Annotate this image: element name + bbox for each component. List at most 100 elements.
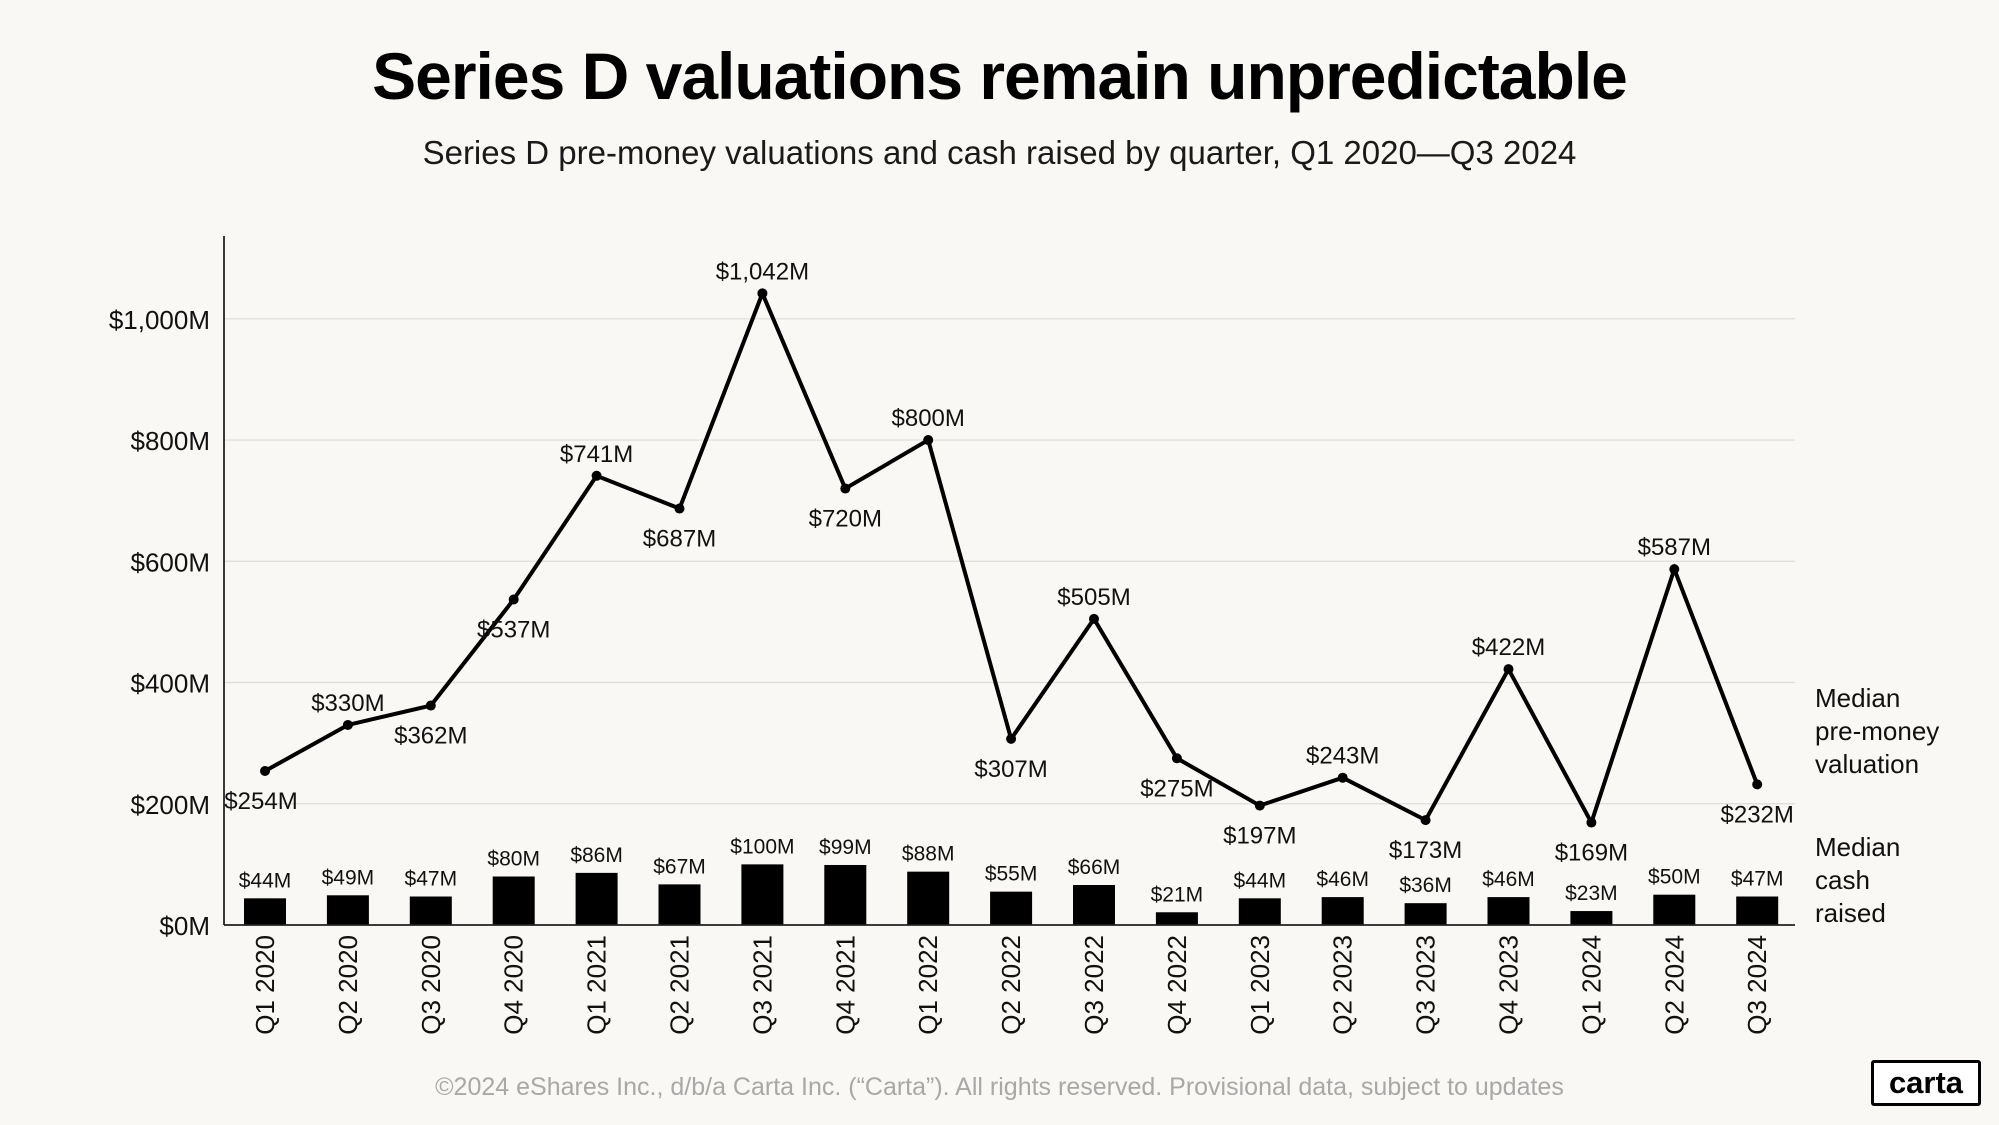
x-tick-label: Q4 2022 xyxy=(1162,935,1192,1035)
bar-data-label: $55M xyxy=(985,863,1038,886)
bar-data-label: $100M xyxy=(730,835,794,858)
cash-raised-bar xyxy=(1321,897,1364,925)
valuation-data-label: $243M xyxy=(1306,743,1379,770)
valuation-point xyxy=(1420,815,1431,826)
x-tick-label: Q3 2023 xyxy=(1411,935,1441,1035)
bar-data-label: $44M xyxy=(239,869,292,892)
x-tick-label: Q3 2022 xyxy=(1079,935,1109,1035)
y-tick-label: $0M xyxy=(159,911,210,941)
bar-data-label: $88M xyxy=(902,843,955,866)
chart-title: Series D valuations remain unpredictable xyxy=(372,39,1628,113)
y-tick-label: $600M xyxy=(131,547,211,577)
valuation-point xyxy=(260,766,270,777)
cash-raised-bar xyxy=(244,898,286,925)
bar-data-label: $36M xyxy=(1399,874,1452,897)
valuation-point xyxy=(425,700,436,711)
bar-data-label: $23M xyxy=(1565,882,1618,905)
valuation-point xyxy=(1171,753,1182,764)
cash-raised-bar xyxy=(1073,884,1115,925)
y-axis-ticks: $0M $200M $400M $600M $800M $1,000M xyxy=(109,305,210,941)
valuation-data-label: $687M xyxy=(643,526,716,553)
cash-raised-bar xyxy=(492,876,535,925)
y-tick-label: $400M xyxy=(131,669,211,699)
valuation-data-label: $587M xyxy=(1638,534,1711,561)
valuation-data-label: $254M xyxy=(224,788,297,815)
cash-raised-bar xyxy=(575,872,618,925)
x-tick-label: Q1 2020 xyxy=(250,935,280,1035)
valuation-point xyxy=(840,483,851,494)
valuation-point xyxy=(1752,779,1763,790)
y-tick-label: $1,000M xyxy=(109,305,210,335)
valuation-data-label: $275M xyxy=(1140,775,1213,802)
cash-raised-bars: $44M $49M $47M $80M $86M $67M $100M $99M $88M $55… xyxy=(239,835,1784,925)
x-tick-label: Q1 2023 xyxy=(1245,935,1275,1035)
cash-raised-bar xyxy=(907,871,950,925)
valuation-point xyxy=(1337,772,1348,783)
bar-data-label: $80M xyxy=(487,848,540,871)
valuation-point xyxy=(1254,800,1265,811)
valuation-data-label: $197M xyxy=(1223,823,1296,850)
valuation-data-label: $422M xyxy=(1472,634,1545,661)
x-tick-label: Q1 2022 xyxy=(913,935,943,1035)
cash-raised-bar xyxy=(741,864,784,925)
x-tick-label: Q2 2024 xyxy=(1659,935,1689,1035)
valuation-data-label: $307M xyxy=(974,756,1047,783)
x-tick-label: Q2 2020 xyxy=(333,935,363,1035)
cash-raised-bar xyxy=(326,895,369,925)
valuation-data-label: $330M xyxy=(311,690,384,717)
y-tick-label: $200M xyxy=(131,790,211,820)
bar-data-label: $47M xyxy=(1731,868,1784,891)
cash-raised-bar xyxy=(824,864,867,925)
y-tick-label: $800M xyxy=(131,426,211,456)
cash-raised-bar xyxy=(1487,897,1530,925)
valuation-point xyxy=(923,435,934,446)
cash-raised-bar xyxy=(990,891,1033,925)
bar-data-label: $46M xyxy=(1316,868,1369,891)
x-tick-label: Q3 2024 xyxy=(1742,935,1772,1035)
valuation-point xyxy=(342,719,353,730)
legend-cash-text: Median xyxy=(1815,832,1900,862)
x-tick-label: Q3 2021 xyxy=(747,935,777,1035)
bar-data-label: $50M xyxy=(1648,866,1701,889)
valuation-data-label: $720M xyxy=(809,506,882,533)
bar-data-label: $47M xyxy=(405,868,458,891)
bar-data-label: $49M xyxy=(322,866,375,889)
x-tick-label: Q2 2023 xyxy=(1328,935,1358,1035)
valuation-data-label: $741M xyxy=(560,441,633,468)
x-tick-label: Q3 2020 xyxy=(416,935,446,1035)
cash-raised-bar xyxy=(1570,911,1613,925)
bar-data-label: $44M xyxy=(1234,869,1287,892)
valuation-point xyxy=(508,594,519,605)
x-tick-label: Q2 2022 xyxy=(996,935,1026,1035)
legend-cash-text: cash xyxy=(1815,865,1870,895)
valuation-data-label: $1,042M xyxy=(716,258,809,285)
bar-data-label: $66M xyxy=(1068,856,1121,879)
legend-valuation-text: valuation xyxy=(1815,749,1919,779)
cash-raised-bar xyxy=(1238,898,1281,925)
bar-data-label: $86M xyxy=(570,844,623,867)
bar-data-label: $67M xyxy=(653,855,706,878)
cash-raised-bar xyxy=(409,896,452,925)
cash-raised-bar xyxy=(658,884,701,925)
valuation-data-label: $537M xyxy=(477,616,550,643)
x-tick-label: Q4 2023 xyxy=(1494,935,1524,1035)
x-tick-label: Q1 2021 xyxy=(582,935,612,1035)
cash-raised-bar xyxy=(1155,912,1198,925)
valuation-data-label: $169M xyxy=(1555,840,1628,867)
x-tick-label: Q2 2021 xyxy=(665,935,695,1035)
cash-raised-bar xyxy=(1736,896,1779,925)
x-tick-label: Q4 2021 xyxy=(830,935,860,1035)
x-axis-ticks: Q1 2020 Q2 2020 Q3 2020 Q4 2020 Q1 2021 Q2 20… xyxy=(250,935,1772,1035)
carta-logo: carta xyxy=(1871,1060,1981,1106)
bar-data-label: $99M xyxy=(819,836,872,859)
valuation-point xyxy=(1503,664,1514,675)
valuation-data-label: $505M xyxy=(1057,584,1130,611)
valuation-point xyxy=(757,288,768,299)
valuation-point xyxy=(591,470,602,481)
x-tick-label: Q4 2020 xyxy=(499,935,529,1035)
x-tick-label: Q1 2024 xyxy=(1576,935,1606,1035)
valuation-data-label: $800M xyxy=(892,405,965,432)
valuation-data-label: $232M xyxy=(1721,801,1794,828)
valuation-data-label: $362M xyxy=(394,723,467,750)
